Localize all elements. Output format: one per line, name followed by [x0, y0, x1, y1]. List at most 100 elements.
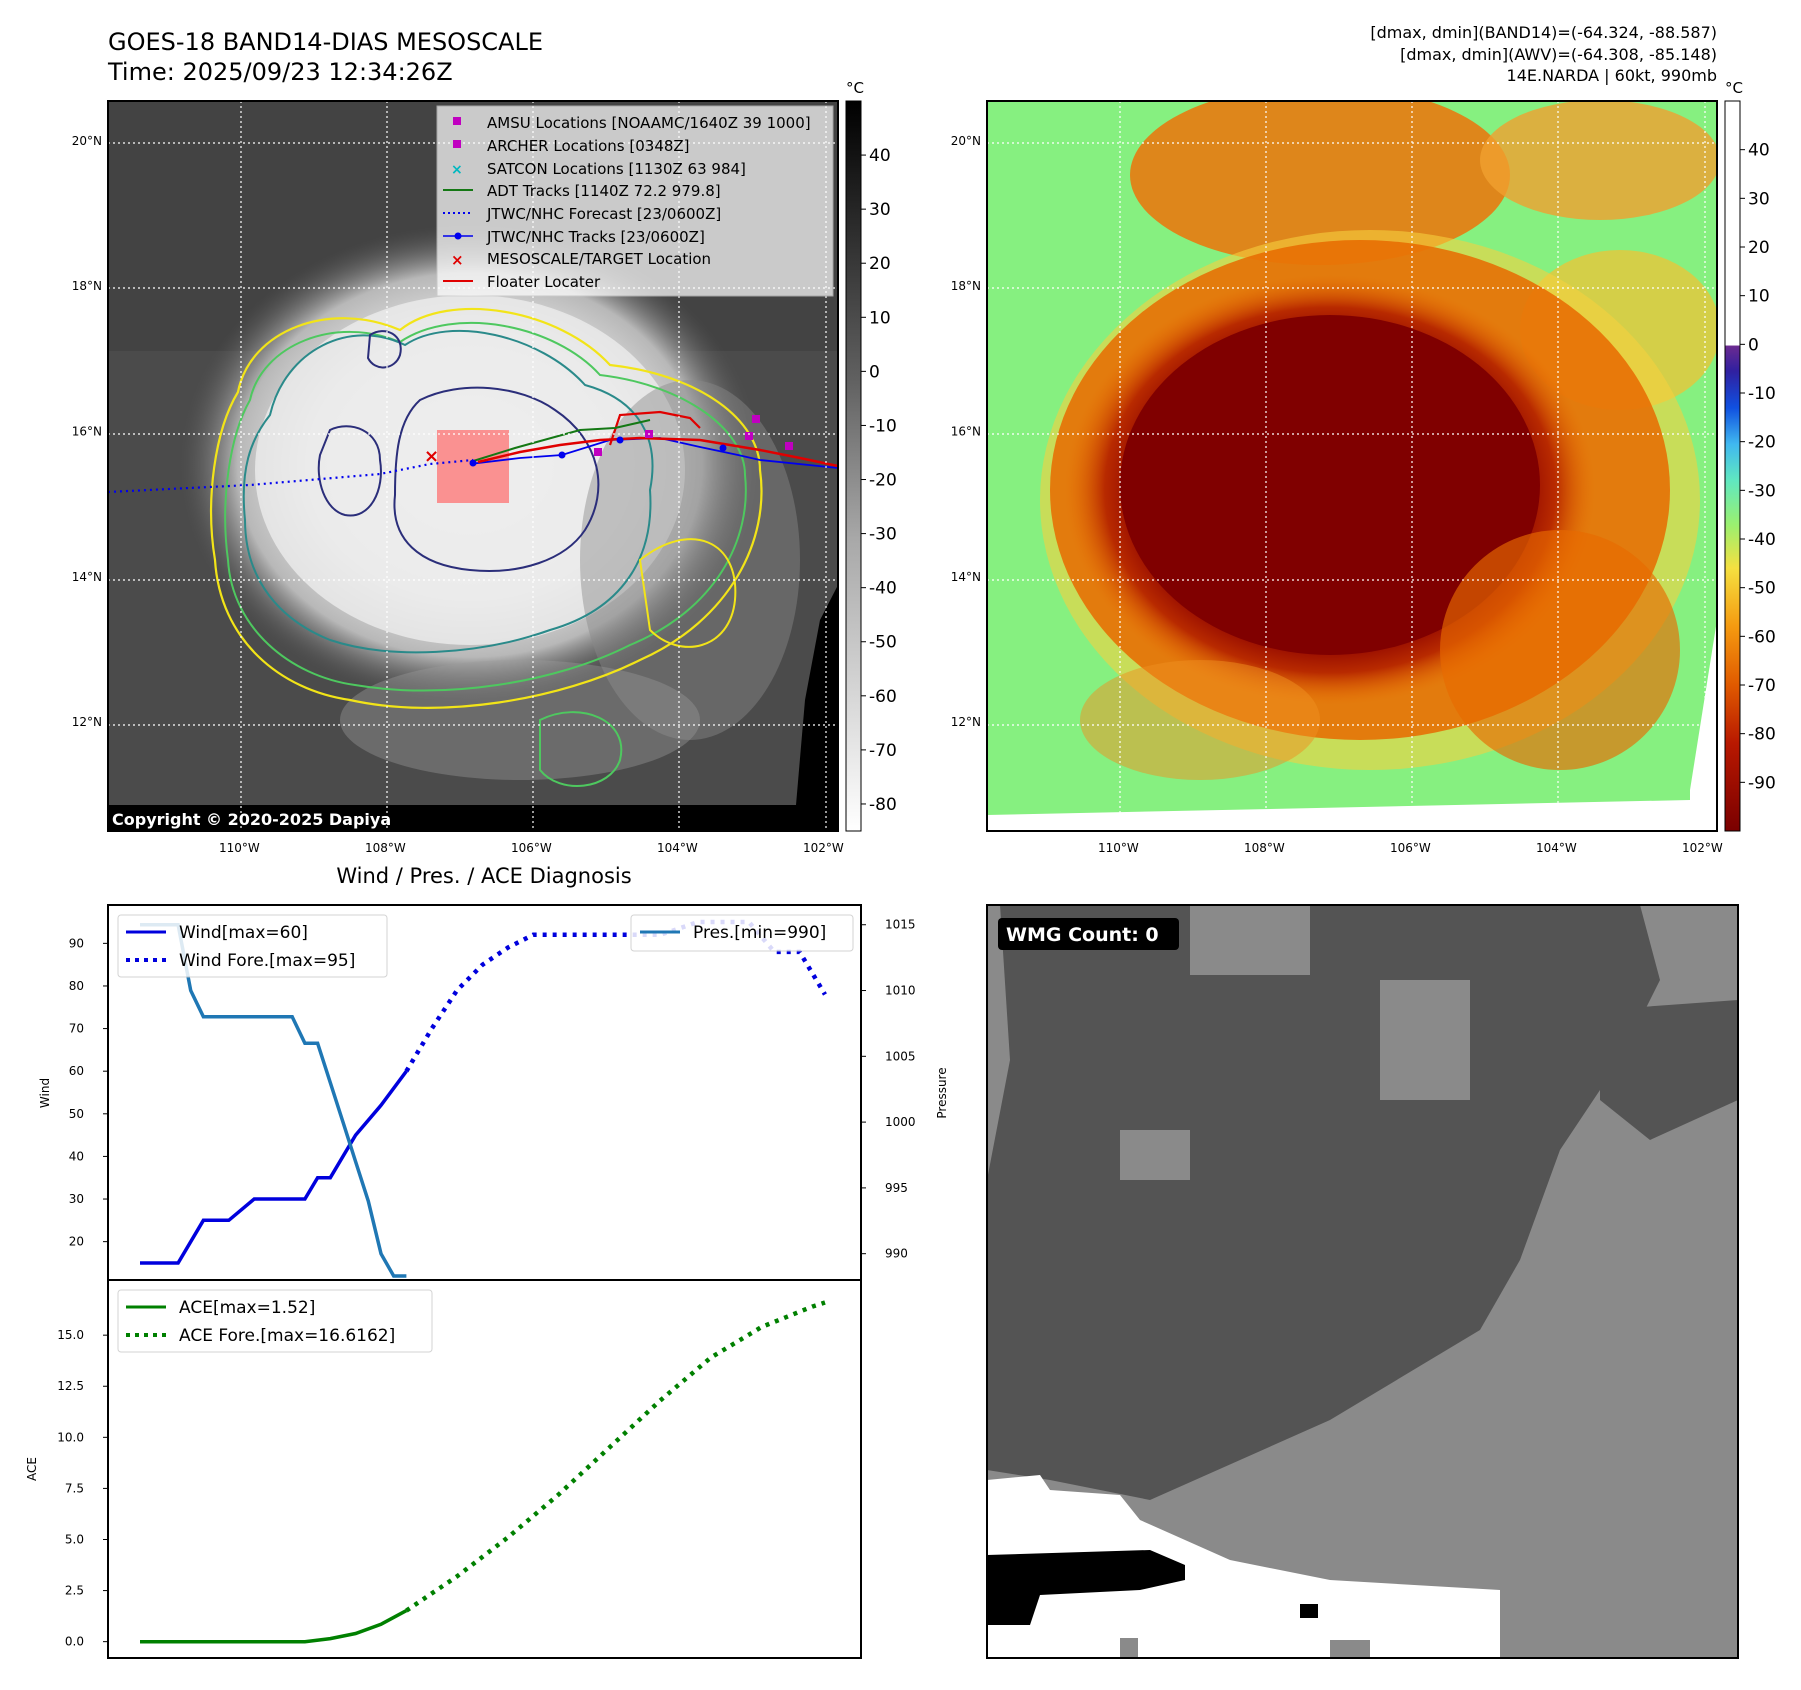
wind-ytick-label: 30: [69, 1192, 84, 1206]
wind-pressure-chart: Wind Pressure 20 30 40 50 60 70 80 90 990 995 1000…: [38, 904, 949, 1281]
pressure-ytick-label: 1015: [885, 918, 916, 932]
lon-tick-label: 108°W: [1244, 841, 1285, 855]
track-point: [469, 459, 477, 467]
legend-floater: Floater Locater: [487, 273, 601, 291]
pressure-ytick-label: 1010: [885, 984, 916, 998]
colorbar-tick-label: -30: [869, 525, 897, 545]
awv-no-data-bottom: [987, 800, 1690, 831]
legend-adt: ADT Tracks [1140Z 72.2 979.8]: [487, 182, 721, 200]
track-point: [616, 436, 624, 444]
copyright-band: [108, 805, 796, 831]
storm-info: 14E.NARDA | 60kt, 990mb: [1507, 66, 1717, 85]
colorbar-tick-label: -10: [869, 416, 897, 436]
colorbar-tick-label: 0: [869, 362, 880, 382]
diagnosis-title: Wind / Pres. / ACE Diagnosis: [336, 864, 631, 888]
ace-ytick-label: 10.0: [57, 1430, 84, 1444]
colorbar-tick-label: -90: [1748, 773, 1776, 793]
colorbar-tick-label: -20: [1748, 433, 1776, 453]
colorbar-tick-label: 20: [869, 254, 891, 274]
ace-series-layer: [140, 1300, 826, 1644]
wmg-gray-patch: [1120, 1130, 1190, 1180]
pressure-legend-box: [630, 914, 854, 952]
ace-forecast-line: [405, 1300, 826, 1613]
wind-ticks: 20 30 40 50 60 70 80 90 990 995 1000 1005 1010 1015: [69, 918, 916, 1261]
colorbar-tick-label: -60: [1748, 627, 1776, 647]
ace-ytick-label: 0.0: [65, 1635, 84, 1649]
colorbar-tick-label: 30: [1748, 189, 1770, 209]
legend-target-marker: ×: [451, 251, 464, 269]
colorbar-tick-label: -70: [1748, 676, 1776, 696]
contour-navy-core: [393, 386, 600, 572]
lon-tick-label: 106°W: [1390, 841, 1431, 855]
pressure-legend: Pres.[min=990]: [630, 914, 854, 952]
pressure-ytick-label: 990: [885, 1247, 908, 1261]
legend-pressure-label: Pres.[min=990]: [693, 923, 826, 943]
amsu-marker: [745, 432, 753, 440]
dmax-band14: [dmax, dmin](BAND14)=(-64.324, -88.587): [1370, 23, 1717, 42]
band14-map-frame: [107, 100, 839, 832]
legend-wind-fore-label: Wind Fore.[max=95]: [179, 951, 355, 971]
legend-amsu: AMSU Locations [NOAAMC/1640Z 39 1000]: [487, 114, 811, 132]
wind-ytick-label: 60: [69, 1064, 84, 1078]
band14-colorbar-ticks: 40 30 20 10 0 -10 -20 -30 -40 -50 -60 -70 -80: [861, 146, 897, 815]
contour-navy-west: [317, 425, 382, 517]
colorbar-tick-label: -40: [1748, 530, 1776, 550]
legend-ace-label: ACE[max=1.52]: [179, 1298, 315, 1318]
wmg-gray-patch: [1380, 980, 1470, 1100]
legend-amsu-marker: [453, 117, 461, 125]
contour-yellow-east: [638, 538, 737, 648]
wmg-gray-patch: [1190, 905, 1310, 975]
lon-tick-label: 102°W: [803, 841, 844, 855]
wmg-dark-east: [1600, 1000, 1738, 1140]
lat-tick-label: 14°N: [951, 570, 981, 584]
lat-tick-label: 16°N: [72, 424, 102, 438]
ace-chart: ACE 0.0 2.5 5.0 7.5 10.0 12.5 15.0 ACE[max=1.5…: [25, 1279, 862, 1659]
wmg-black-region: [987, 1550, 1185, 1625]
wind-legend-box: [117, 914, 388, 978]
pressure-ylabel: Pressure: [935, 1067, 949, 1118]
contour-navy-north: [366, 330, 402, 369]
legend-archer: ARCHER Locations [0348Z]: [487, 137, 690, 155]
awv-north-band: [1130, 101, 1510, 265]
track-point: [558, 451, 566, 459]
wmg-white-region: [987, 1475, 1500, 1658]
ace-legend: ACE[max=1.52] ACE Fore.[max=16.6162]: [117, 1289, 433, 1353]
legend-box: [436, 105, 834, 297]
wmg-frame: [986, 904, 1739, 1659]
wind-line: [140, 1070, 408, 1265]
lon-tick-label: 104°W: [1536, 841, 1577, 855]
ace-ylabel: ACE: [25, 1457, 39, 1481]
track-points: [469, 436, 727, 467]
colorbar-tick-label: 30: [869, 200, 891, 220]
awv-map-frame: [986, 100, 1718, 832]
wmg-dark-region: [987, 905, 1660, 1500]
wind-ylabel: Wind: [38, 1078, 52, 1108]
ace-ticks: 0.0 2.5 5.0 7.5 10.0 12.5 15.0: [57, 1328, 108, 1649]
legend-archer-marker: [453, 140, 461, 148]
map-axis-labels: 110°W 108°W 106°W 104°W 102°W 20°N 18°N 16°N 14°…: [72, 134, 1723, 855]
colorbar-tick-label: -80: [1748, 725, 1776, 745]
colorbar-tick-label: 40: [1748, 141, 1770, 161]
band14-colorbar: [845, 100, 862, 832]
colorbar-tick-label: -50: [1748, 579, 1776, 599]
lat-tick-label: 12°N: [72, 715, 102, 729]
target-marker: ×: [424, 446, 439, 467]
lon-tick-label: 104°W: [657, 841, 698, 855]
colorbar-tick-label: 0: [1748, 335, 1759, 355]
wind-ytick-label: 20: [69, 1235, 84, 1249]
legend-wind-label: Wind[max=60]: [179, 923, 308, 943]
lat-tick-label: 20°N: [72, 134, 102, 148]
legend-tracks-dot: [454, 232, 462, 240]
colorbar-tick-label: -10: [1748, 384, 1776, 404]
floater-track-north: [608, 410, 701, 446]
awv-colorbar-ticks: 40 30 20 10 0 -10 -20 -30 -40 -50 -60 -70 -80 -90: [1740, 141, 1776, 793]
legend-satcon: SATCON Locations [1130Z 63 984]: [487, 160, 746, 178]
wind-ytick-label: 80: [69, 979, 84, 993]
ace-ytick-label: 2.5: [65, 1584, 84, 1598]
figure-time: Time: 2025/09/23 12:34:26Z: [107, 58, 453, 86]
contour-green: [224, 321, 747, 692]
legend-target: MESOSCALE/TARGET Location: [487, 250, 711, 268]
colorbar-tick-label: -70: [869, 741, 897, 761]
ace-ytick-label: 5.0: [65, 1532, 84, 1546]
